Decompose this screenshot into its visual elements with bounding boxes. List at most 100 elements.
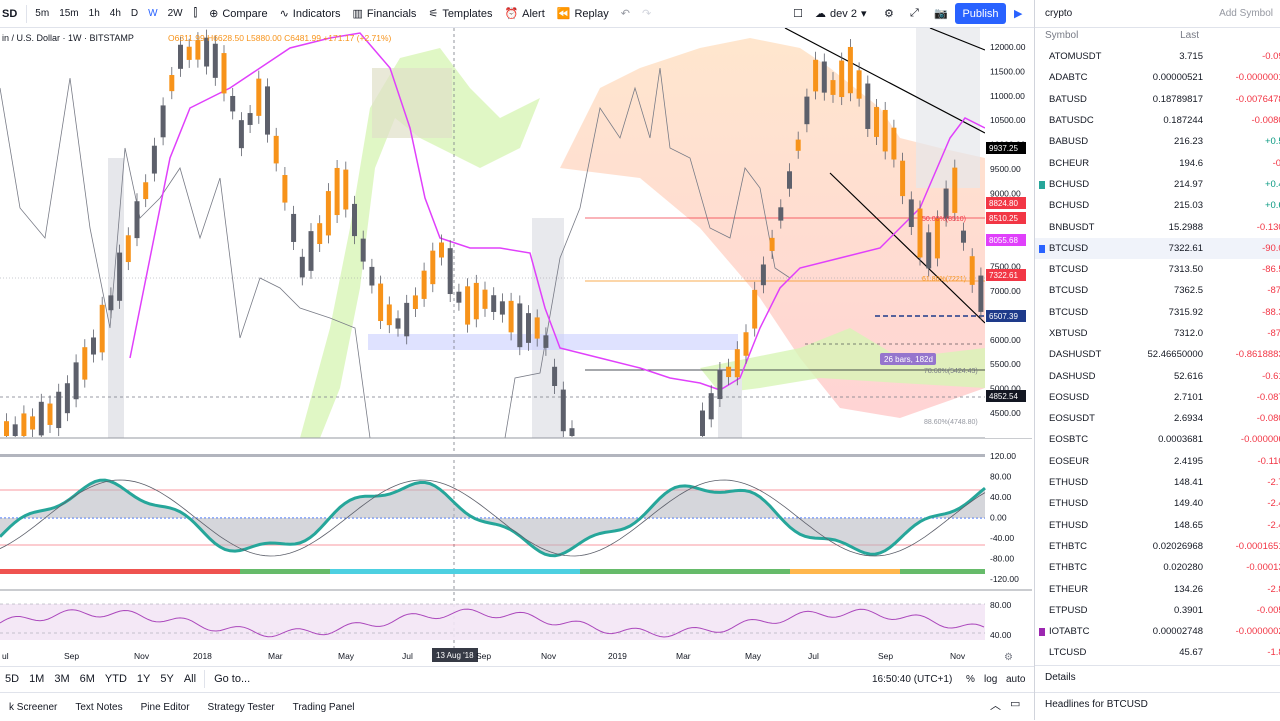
watchlist-row[interactable]: BABUSD 216.23 +0.55 [1035,131,1280,152]
settings-button[interactable]: ⚙ [878,0,900,27]
watchlist-row[interactable]: ETHUSD 148.65 -2.40 [1035,515,1280,536]
range-1m[interactable]: 1M [29,673,45,685]
watchlist-row[interactable]: BATUSD 0.18789817 -0.00764780 [1035,89,1280,110]
watchlist-row[interactable]: ETHBTC 0.020280 -0.000132 [1035,557,1280,578]
interval-15m[interactable]: 15m [59,8,79,19]
watchlist-row[interactable]: BNBUSDT 15.2988 -0.1309 [1035,216,1280,237]
interval-5m[interactable]: 5m [35,8,50,19]
row-symbol: BTCUSD [1049,264,1089,276]
play-button[interactable]: ▶ [1008,0,1028,27]
row-change: -0.86188835 [1235,349,1280,361]
watchlist-row[interactable]: IOTABTC 0.00002748 -0.00000025 [1035,621,1280,642]
watchlist-row[interactable]: BCHEUR 194.6 -0.5 [1035,152,1280,173]
row-symbol: ETHEUR [1049,583,1089,595]
watchlist-row[interactable]: BTCUSD 7315.92 -88.35 [1035,302,1280,323]
layout-button[interactable]: ☁ dev 2 ▾ [809,0,872,27]
watchlist-row[interactable]: ETHUSD 149.40 -2.44 [1035,493,1280,514]
flag-icon[interactable] [1039,244,1045,253]
column-last[interactable]: Last [1180,29,1199,41]
alert-button[interactable]: ⏰ Alert [498,0,550,27]
watchlist-row[interactable]: ETPUSD 0.3901 -0.0056 [1035,600,1280,621]
watchlist-row[interactable]: BTCUSD 7362.5 -87.6 [1035,280,1280,301]
log-toggle[interactable]: log [984,674,997,685]
watchlist-row[interactable]: ETHBTC 0.02026968 -0.00016516 [1035,536,1280,557]
range-5d[interactable]: 5D [5,673,20,685]
flag-icon[interactable] [1039,628,1045,637]
range-all[interactable]: All [183,673,197,685]
collapse-icon[interactable]: ︿ [990,700,1001,712]
watchlist-row[interactable]: DASHUSDT 52.46650000 -0.86188835 [1035,344,1280,365]
watchlist-row[interactable]: LTCUSD 45.67 -1.87 [1035,642,1280,663]
add-symbol-button[interactable]: Add Symbol [1219,8,1273,19]
watchlist-row[interactable]: ETHEUR 134.26 -2.80 [1035,578,1280,599]
time-axis[interactable]: 13 Aug '18 ul Sep Nov 2018 Mar May Jul Sep Nov 20… [0,648,1032,664]
crosshair-date-bg [432,648,478,662]
interval-W[interactable]: W [148,8,158,19]
watchlist-row[interactable]: BCHUSD 214.97 +0.40 [1035,174,1280,195]
watchlist-row[interactable]: BCHUSD 215.03 +0.67 [1035,195,1280,216]
range-3m[interactable]: 3M [54,673,70,685]
watchlist-row[interactable]: ETHUSD 148.41 -2.72 [1035,472,1280,493]
tab-trading-panel[interactable]: Trading Panel [292,701,355,713]
watchlist-row[interactable]: ATOMUSDT 3.715 -0.098 [1035,46,1280,67]
range-5y[interactable]: 5Y [160,673,174,685]
financials-button[interactable]: ▥ Financials [347,0,423,27]
maximize-button[interactable]: ⤢ [904,0,925,27]
interval-4h[interactable]: 4h [109,8,121,19]
redo-button[interactable]: ↷ [636,0,657,27]
indicators-button[interactable]: ∿ Indicators [274,0,347,27]
symbol-search[interactable]: SD [0,0,23,27]
candle-body [56,391,62,429]
column-symbol[interactable]: Symbol [1045,29,1079,41]
watchlist-row[interactable]: EOSEUR 2.4195 -0.1104 [1035,451,1280,472]
snapshot-button[interactable]: 📷 [928,0,954,27]
watchlist-row[interactable]: EOSBTC 0.0003681 -0.0000069 [1035,429,1280,450]
percent-toggle[interactable]: % [966,674,975,685]
watchlist-row[interactable]: ADABTC 0.00000521 -0.00000014 [1035,67,1280,88]
row-change: -0.0803 [1256,413,1280,425]
replay-button[interactable]: ⏪ Replay [551,0,615,27]
headlines-section[interactable]: Headlines for BTCUSD [1035,692,1280,716]
watchlist-row[interactable]: XBTUSD 7312.0 -87.0 [1035,323,1280,344]
candle-body [874,107,879,137]
auto-toggle[interactable]: auto [1006,674,1025,685]
range-1y[interactable]: 1Y [136,673,151,685]
settings-gear-icon[interactable]: ⚙ [1004,652,1013,663]
watchlist-name[interactable]: crypto [1045,8,1073,19]
watchlist-row[interactable]: EOSUSD 2.7101 -0.0877 [1035,387,1280,408]
candle-body [169,75,175,92]
flag-icon[interactable] [1039,180,1045,189]
row-change: +0.40 [1264,178,1280,190]
compare-button[interactable]: ⊕ Compare [203,0,273,27]
maximize-panel-icon[interactable]: ▭ [1010,698,1021,710]
range-6m[interactable]: 6M [79,673,95,685]
camera-icon: 📷 [934,8,948,20]
templates-button[interactable]: ⚟ Templates [422,0,498,27]
watchlist-row[interactable]: BATUSDC 0.187244 -0.00805 [1035,110,1280,131]
undo-button[interactable]: ↶ [615,0,636,27]
range-ytd[interactable]: YTD [104,673,127,685]
publish-button[interactable]: Publish [955,3,1006,24]
chart-type-button[interactable]: ⫿ [188,0,204,27]
interval-2W[interactable]: 2W [167,8,183,19]
price-axis[interactable]: 12000.0011500.0011000.0010500.0010000.00… [985,28,1032,438]
goto-button[interactable]: Go to... [208,666,256,693]
candle-body [195,40,201,60]
tab-k-screener[interactable]: k Screener [9,701,58,713]
watchlist-row[interactable]: BTCUSD 7322.61 -90.05 [1035,237,1280,259]
tab-pine-editor[interactable]: Pine Editor [140,701,190,713]
watchlist-row[interactable]: DASHUSD 52.616 -0.614 [1035,365,1280,386]
fullscreen-toggle[interactable]: ☐ [787,0,809,27]
clock[interactable]: 16:50:40 (UTC+1) [872,674,952,685]
watchlist-row[interactable]: BTCUSD 7313.50 -86.50 [1035,259,1280,280]
price-tag: 8824.80 [989,199,1018,208]
candle-body [64,383,70,414]
details-section[interactable]: Details [1035,665,1280,689]
interval-1h[interactable]: 1h [88,8,100,19]
tab-text-notes[interactable]: Text Notes [75,701,123,713]
tab-strategy-tester[interactable]: Strategy Tester [207,701,275,713]
chart-canvas[interactable]: 26 bars, 182d 78.60%(5424.43) 88.60%(474… [0,28,1032,664]
watchlist-row[interactable]: EOSUSDT 2.6934 -0.0803 [1035,408,1280,429]
trendline-upper [784,28,986,134]
interval-D[interactable]: D [130,8,139,19]
